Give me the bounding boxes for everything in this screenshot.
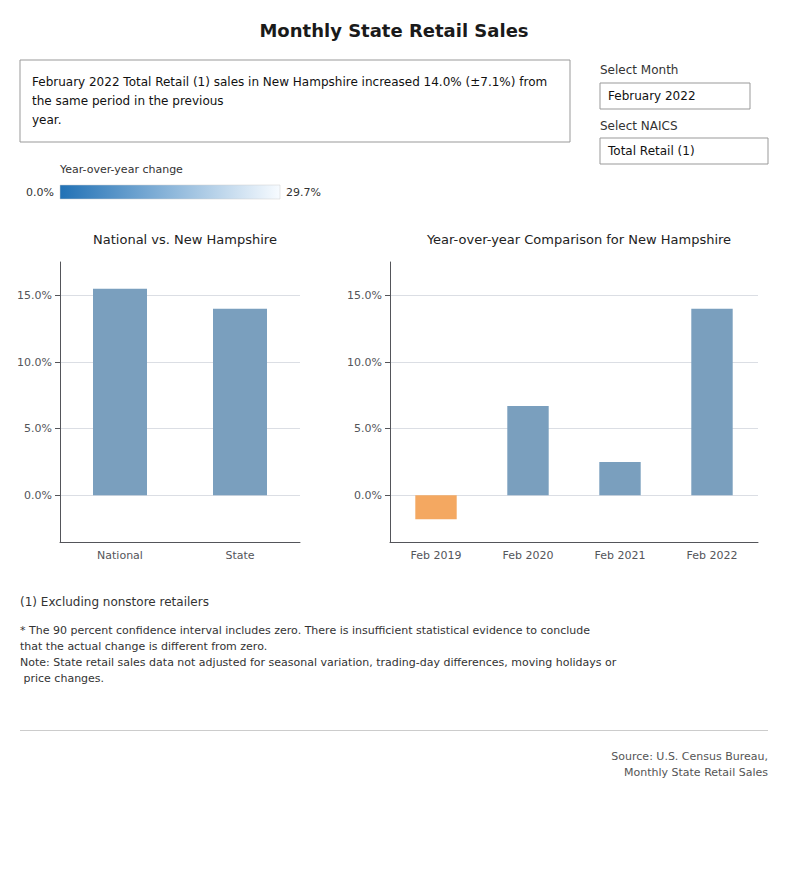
svg-text:Total Retail (1): Total Retail (1) — [607, 144, 695, 158]
svg-text:National vs. New Hampshire: National vs. New Hampshire — [93, 232, 277, 247]
svg-text:Year-over-year change: Year-over-year change — [59, 163, 183, 176]
svg-text:year.: year. — [32, 113, 61, 127]
svg-text:Select Month: Select Month — [600, 63, 678, 77]
svg-text:the same period in the previou: the same period in the previous — [32, 94, 224, 108]
svg-text:Monthly State Retail Sales: Monthly State Retail Sales — [259, 20, 528, 41]
svg-text:Feb 2021: Feb 2021 — [595, 549, 646, 562]
svg-text:10.0%: 10.0% — [347, 356, 382, 369]
svg-text:15.0%: 15.0% — [347, 289, 382, 302]
svg-text:* The 90 percent confidence in: * The 90 percent confidence interval inc… — [20, 624, 594, 637]
svg-text:5.0%: 5.0% — [354, 422, 382, 435]
svg-text:10.0%: 10.0% — [17, 356, 52, 369]
svg-text:Note: State retail sales data: Note: State retail sales data not adjust… — [20, 656, 617, 669]
svg-text:0.0%: 0.0% — [26, 186, 54, 199]
svg-text:(1) Excluding nonstore retaile: (1) Excluding nonstore retailers — [20, 595, 209, 609]
svg-text:price changes.: price changes. — [20, 672, 104, 685]
svg-text:Select NAICS: Select NAICS — [600, 119, 678, 133]
svg-text:0.0%: 0.0% — [354, 489, 382, 502]
svg-text:that the actual change is diff: that the actual change is different from… — [20, 640, 267, 653]
svg-text:5.0%: 5.0% — [24, 422, 52, 435]
svg-text:Year-over-year Comparison for: Year-over-year Comparison for New Hampsh… — [426, 232, 731, 247]
svg-text:Feb 2022: Feb 2022 — [687, 549, 738, 562]
svg-text:29.7%: 29.7% — [286, 186, 321, 199]
svg-text:15.0%: 15.0% — [17, 289, 52, 302]
svg-text:0.0%: 0.0% — [24, 489, 52, 502]
svg-text:Monthly State Retail Sales: Monthly State Retail Sales — [624, 766, 768, 779]
svg-text:National: National — [97, 549, 143, 562]
svg-text:Source: U.S. Census Bureau,: Source: U.S. Census Bureau, — [611, 750, 768, 763]
svg-text:February 2022 Total Retail (1): February 2022 Total Retail (1) sales in … — [32, 75, 551, 89]
svg-text:State: State — [225, 549, 254, 562]
svg-text:February 2022: February 2022 — [608, 89, 696, 103]
svg-text:Feb 2020: Feb 2020 — [503, 549, 554, 562]
svg-text:Feb 2019: Feb 2019 — [411, 549, 462, 562]
